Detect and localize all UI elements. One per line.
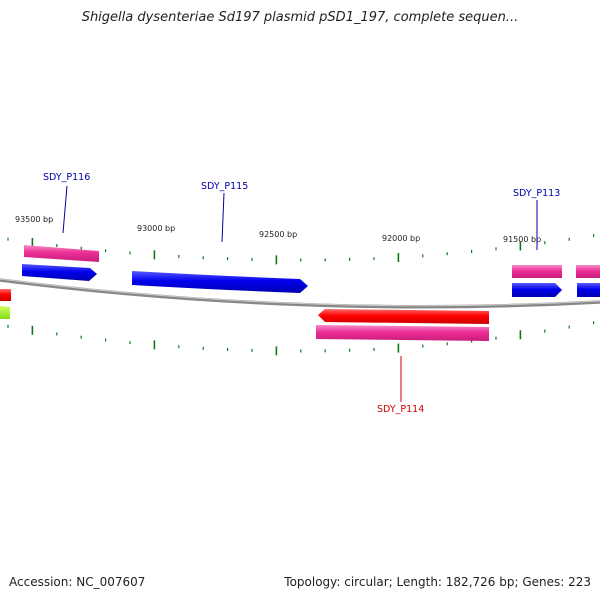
gene-sdy-p116[interactable] (22, 264, 97, 281)
leader-line-sdy-p116 (62, 185, 68, 234)
inner-tick-row (7, 321, 595, 356)
accession-text: Accession: NC_007607 (9, 575, 146, 589)
cds-feature-sdy-p114[interactable] (316, 325, 489, 341)
cds-feature-sdy-p113[interactable] (512, 265, 562, 278)
scale-label-93500: 93500 bp (15, 215, 53, 224)
gene-label-sdy-p116[interactable]: SDY_P116 (43, 172, 90, 183)
gene-sdy-p114[interactable] (318, 309, 489, 324)
scale-label-92500: 92500 bp (259, 230, 297, 239)
outer-tick-row (7, 234, 595, 265)
cds-feature-sdy-p116[interactable] (24, 245, 99, 262)
scale-label-92000: 92000 bp (382, 234, 420, 243)
gene-label-sdy-p113[interactable]: SDY_P113 (513, 188, 560, 199)
backbone-arc (0, 278, 600, 309)
cds-feature-next[interactable] (576, 265, 600, 278)
scale-label-91500: 91500 bp (503, 235, 541, 244)
leader-line-sdy-p115 (221, 192, 225, 243)
gene-left-reverse[interactable] (0, 289, 11, 301)
gene-sdy-p113[interactable] (512, 283, 562, 297)
gene-next-forward[interactable] (577, 283, 600, 297)
scale-label-93000: 93000 bp (137, 224, 175, 233)
gene-label-sdy-p115[interactable]: SDY_P115 (201, 181, 248, 192)
gene-sdy-p115[interactable] (132, 271, 308, 293)
topology-summary-text: Topology: circular; Length: 182,726 bp; … (284, 575, 591, 589)
map-title: Shigella dysenteriae Sd197 plasmid pSD1_… (81, 10, 519, 25)
backbone-highlight (0, 278, 600, 307)
gene-label-sdy-p114[interactable]: SDY_P114 (377, 404, 424, 415)
feature-left-green[interactable] (0, 306, 10, 319)
